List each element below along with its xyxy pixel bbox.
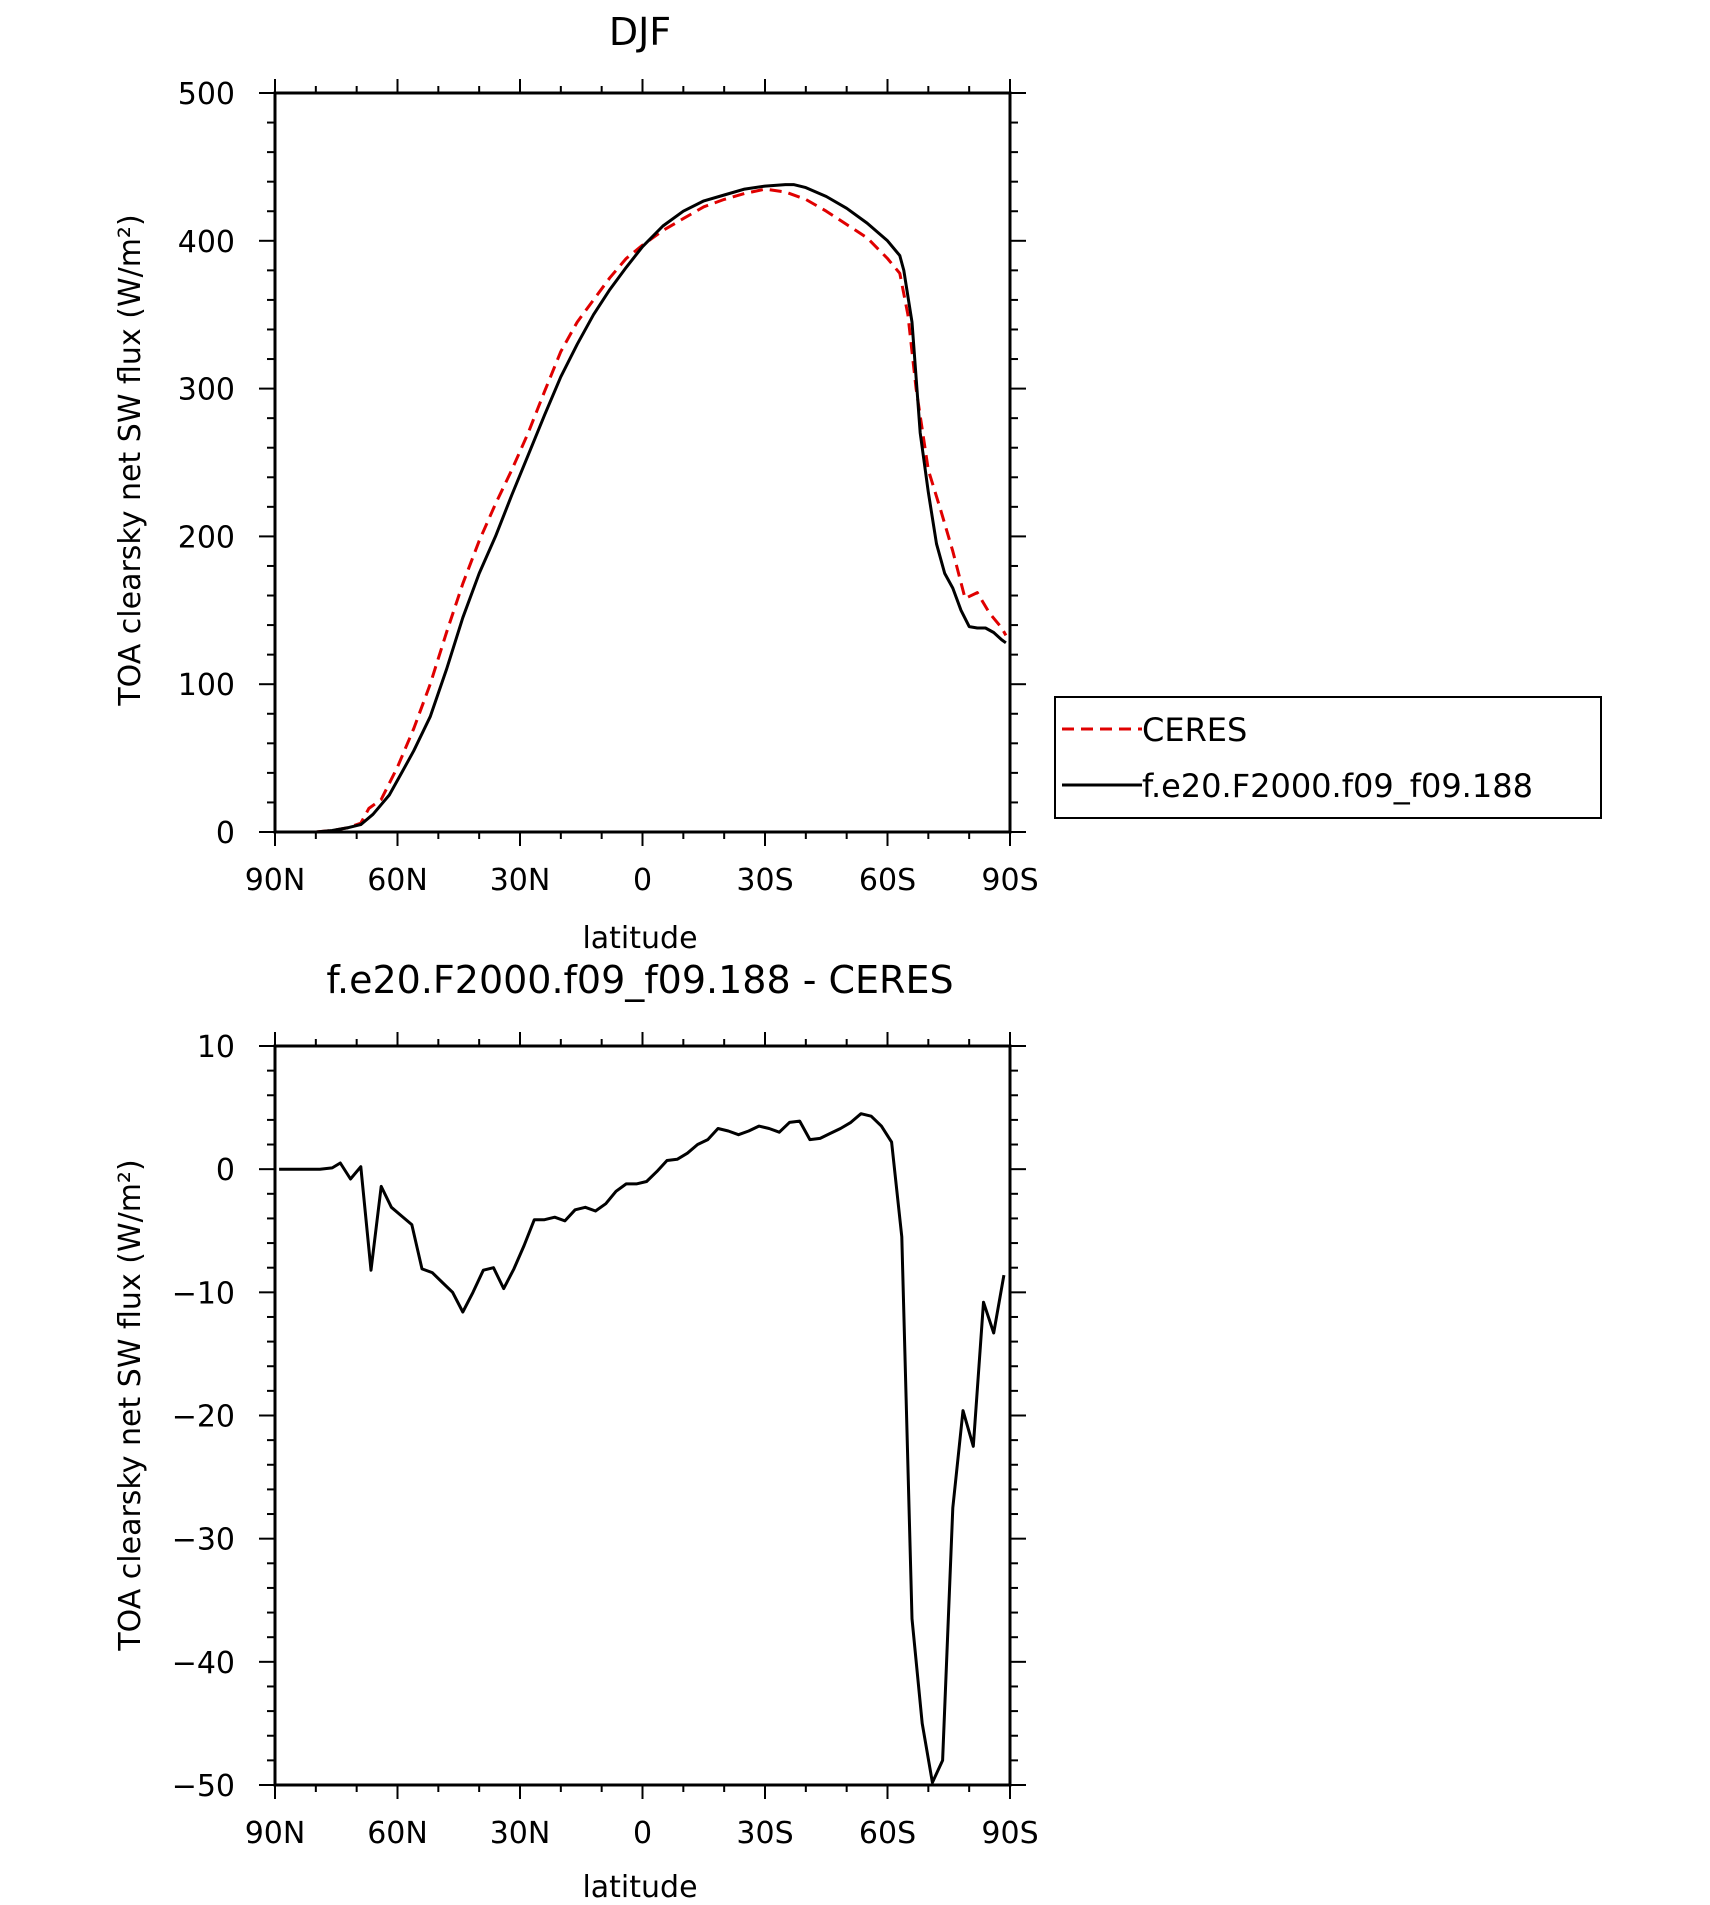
y-tick-label: 400: [178, 225, 235, 260]
x-tick-label: 30S: [736, 863, 793, 898]
x-tick-label: 60N: [367, 863, 428, 898]
chart-difference: f.e20.F2000.f09_f09.188 - CERES 90N 60N 30…: [113, 958, 1039, 1905]
x-tick-label: 90S: [981, 1816, 1038, 1851]
y-tick-label: 500: [178, 77, 235, 112]
x-tick-label: 30N: [490, 1816, 551, 1851]
y-tick-label: 10: [197, 1030, 235, 1065]
plot-frame: [273, 1044, 1012, 1787]
tick-labels: 90N 60N 30N 0 30S 60S 90S 0 100 200 300 400 500: [178, 77, 1039, 898]
x-tick-label: 30N: [490, 863, 551, 898]
axis-ticks: [259, 79, 1026, 846]
x-tick-label: 60S: [859, 1816, 916, 1851]
x-axis-label: latitude: [582, 921, 697, 956]
y-tick-label: −10: [172, 1276, 235, 1311]
x-tick-label: 0: [633, 863, 652, 898]
series-line-model: [279, 183, 1007, 834]
legend-label-ceres: CERES: [1142, 711, 1247, 749]
axis-ticks: [259, 1032, 1026, 1799]
y-tick-label: −20: [172, 1400, 235, 1435]
legend-box: [1054, 696, 1602, 819]
y-tick-label: 300: [178, 373, 235, 408]
x-tick-label: 60S: [859, 863, 916, 898]
y-tick-label: 200: [178, 520, 235, 555]
series-group: [279, 183, 1008, 834]
legend: CERES f.e20.F2000.f09_f09.188: [1054, 696, 1602, 819]
chart-djf: DJF 90N 60N 30N 0 30S 60S 90S0100200300400500 …: [113, 10, 1039, 956]
x-tick-label: 30S: [736, 1816, 793, 1851]
x-tick-label: 90N: [245, 1816, 306, 1851]
x-tick-label: 60N: [367, 1816, 428, 1851]
series-group: [279, 1112, 1006, 1784]
x-tick-label: 90N: [245, 863, 306, 898]
y-tick-label: 0: [216, 1153, 235, 1188]
legend-label-model: f.e20.F2000.f09_f09.188: [1142, 767, 1533, 805]
chart-title: f.e20.F2000.f09_f09.188 - CERES: [326, 958, 953, 1002]
series-line-model: [279, 1112, 1006, 1784]
y-axis-label: TOA clearsky net SW flux (W/m²): [113, 214, 148, 706]
x-tick-label: 90S: [981, 863, 1038, 898]
y-tick-label: −50: [172, 1769, 235, 1804]
plot-frame: [273, 91, 1012, 834]
y-tick-label: 0: [216, 816, 235, 851]
y-tick-label: −30: [172, 1523, 235, 1558]
x-tick-label: 0: [633, 1816, 652, 1851]
x-axis-label: latitude: [582, 1870, 697, 1905]
y-tick-label: −40: [172, 1646, 235, 1681]
series-line-ceres: [279, 187, 1008, 834]
y-axis-label: TOA clearsky net SW flux (W/m²): [113, 1159, 148, 1651]
chart-title: DJF: [609, 10, 671, 54]
tick-labels: 90N 60N 30N 0 30S 60S 90S −50 −40 −30 −20 −10 0 10: [172, 1030, 1039, 1851]
y-tick-label: 100: [178, 668, 235, 703]
